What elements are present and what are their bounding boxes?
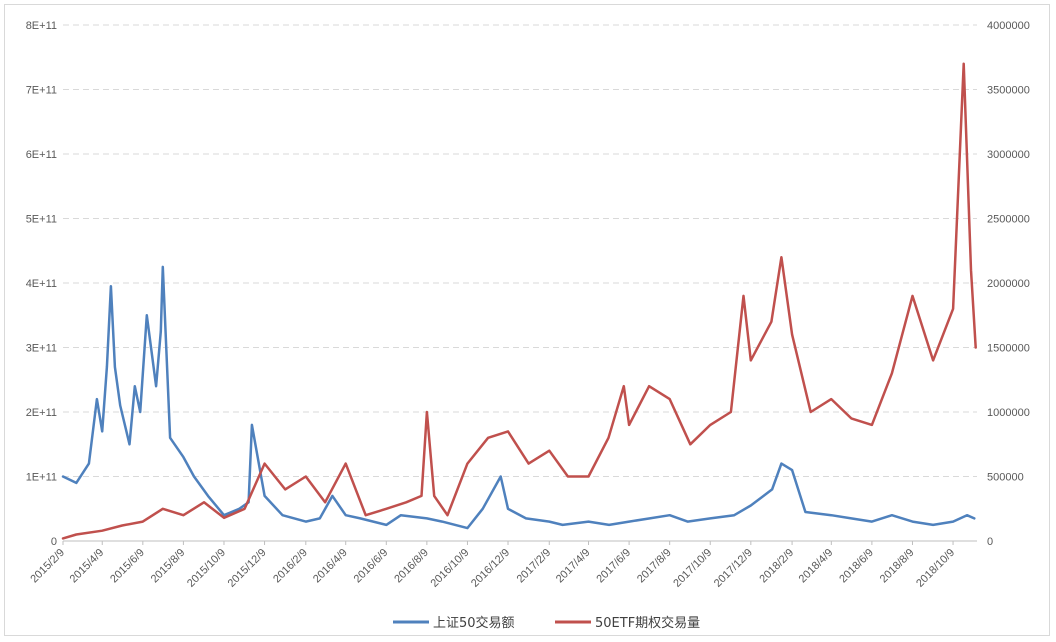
y-left-tick-label: 1E+11 (26, 472, 57, 484)
y-right-tick-label: 500000 (987, 472, 1024, 484)
y-left-tick-label: 4E+11 (26, 278, 57, 290)
y-left-tick-label: 5E+11 (26, 214, 57, 226)
y-right-tick-label: 0 (987, 536, 993, 548)
series-line-0 (61, 265, 976, 530)
x-tick-label: 2016/2/9 (271, 547, 310, 586)
legend-label-0: 上证50交易额 (433, 615, 515, 631)
x-tick-label: 2015/12/9 (226, 547, 269, 590)
x-tick-label: 2018/8/9 (878, 547, 917, 586)
series-line-1 (61, 62, 977, 540)
x-tick-label: 2016/10/9 (428, 547, 471, 590)
x-tick-label: 2017/10/9 (671, 547, 714, 590)
y-right-tick-label: 2500000 (987, 214, 1030, 226)
x-tick-label: 2016/6/9 (352, 547, 391, 586)
x-tick-label: 2015/8/9 (149, 547, 188, 586)
x-tick-label: 2015/4/9 (68, 547, 107, 586)
series-layer (61, 62, 977, 540)
y-right-tick-label: 1000000 (987, 407, 1030, 419)
x-tick-label: 2017/8/9 (635, 547, 674, 586)
y-left-tick-label: 6E+11 (26, 149, 57, 161)
x-tick-label: 2017/2/9 (515, 547, 554, 586)
x-tick-label: 2017/12/9 (712, 547, 755, 590)
y-right-tick-label: 2000000 (987, 278, 1030, 290)
right-axis: 0 500000 1000000 1500000 2000000 2500000 30000… (987, 20, 1030, 548)
x-tick-label: 2018/4/9 (797, 547, 836, 586)
x-tick-label: 2017/6/9 (594, 547, 633, 586)
chart-frame: 0 1E+11 2E+11 3E+11 4E+11 5E+11 6E+11 7E+11 8E+1… (4, 4, 1050, 636)
y-right-tick-label: 3000000 (987, 149, 1030, 161)
y-left-tick-label: 2E+11 (26, 407, 57, 419)
x-tick-label: 2015/10/9 (185, 547, 228, 590)
legend: 上证50交易额 50ETF期权交易量 (393, 615, 700, 631)
y-left-tick-label: 8E+11 (26, 20, 57, 32)
legend-label-1: 50ETF期权交易量 (595, 615, 700, 631)
x-tick-label: 2016/8/9 (392, 547, 431, 586)
x-tick-label: 2018/10/9 (914, 547, 957, 590)
chart-svg: 0 1E+11 2E+11 3E+11 4E+11 5E+11 6E+11 7E+11 8E+1… (26, 20, 1030, 631)
grid-lines (63, 24, 977, 477)
x-axis: 2015/2/9 2015/4/9 2015/6/9 2015/8/92015/10/… (28, 540, 977, 590)
y-left-tick-label: 0 (51, 536, 57, 548)
x-tick-label: 2017/4/9 (554, 547, 593, 586)
y-left-tick-label: 7E+11 (26, 85, 57, 97)
y-right-tick-label: 1500000 (987, 343, 1030, 355)
x-tick-label: 2018/6/9 (837, 547, 876, 586)
x-tick-label: 2016/12/9 (469, 547, 512, 590)
y-right-tick-label: 4000000 (987, 20, 1030, 32)
x-tick-label: 2015/6/9 (108, 547, 147, 586)
x-tick-label: 2015/2/9 (28, 547, 67, 586)
y-left-tick-label: 3E+11 (26, 343, 57, 355)
left-axis: 0 1E+11 2E+11 3E+11 4E+11 5E+11 6E+11 7E+11 8E+1… (26, 20, 57, 548)
y-right-tick-label: 3500000 (987, 85, 1030, 97)
x-tick-label: 2016/4/9 (311, 547, 350, 586)
x-tick-label: 2018/2/9 (757, 547, 796, 586)
